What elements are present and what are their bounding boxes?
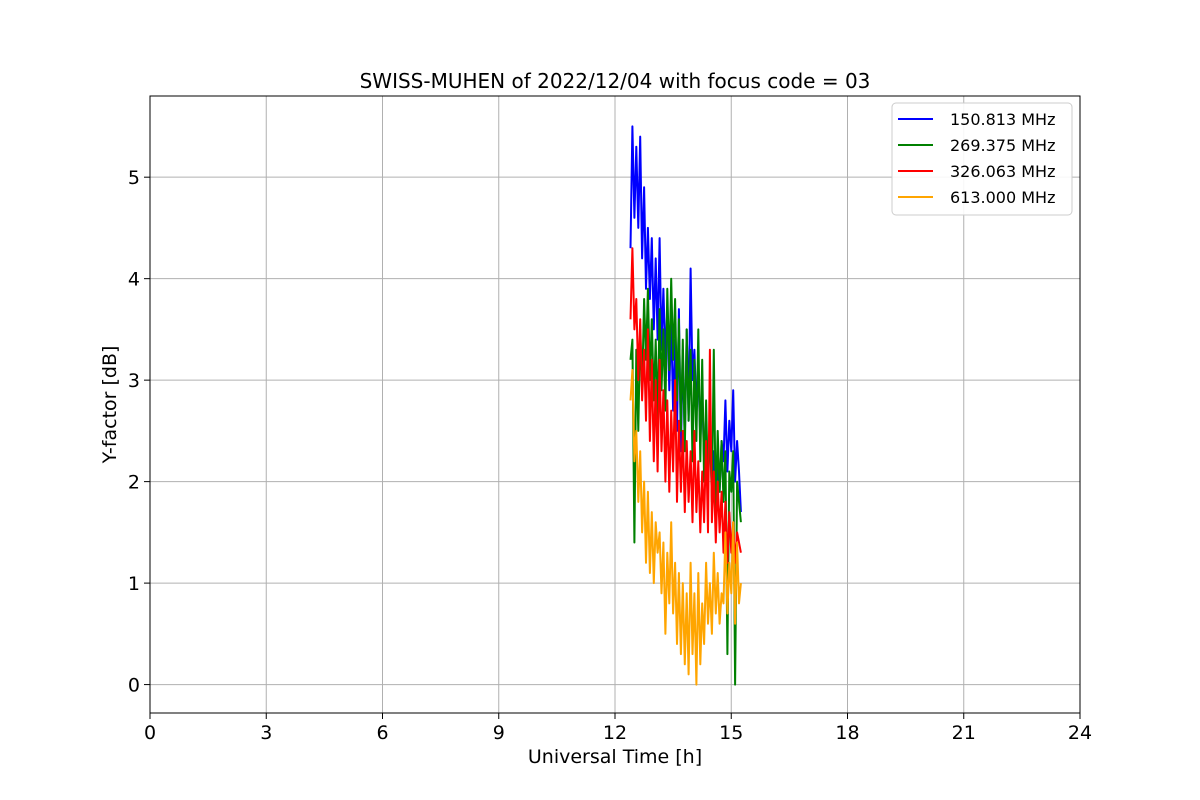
series-line-4 xyxy=(629,369,742,686)
legend: 150.813 MHz 269.375 MHz 326.063 MHz 613.000… xyxy=(891,102,1073,216)
x-tick-label: 9 xyxy=(493,722,505,744)
x-tick-label: 0 xyxy=(144,722,156,744)
y-tick-label: 1 xyxy=(128,573,140,595)
legend-label: 613.000 MHz xyxy=(950,188,1055,207)
x-tick-label: 15 xyxy=(719,722,743,744)
chart-title: SWISS-MUHEN of 2022/12/04 with focus cod… xyxy=(360,69,871,93)
y-tick-label: 4 xyxy=(128,269,140,291)
series-lines xyxy=(629,125,742,686)
x-tick-label: 24 xyxy=(1068,722,1092,744)
y-tick-label: 2 xyxy=(128,472,140,494)
legend-label: 326.063 MHz xyxy=(950,162,1055,181)
x-tick-label: 12 xyxy=(603,722,627,744)
x-tick-label: 18 xyxy=(835,722,859,744)
x-tick-label: 21 xyxy=(952,722,976,744)
x-tick-label: 6 xyxy=(376,722,388,744)
y-tick-label: 0 xyxy=(128,675,140,697)
x-axis-label: Universal Time [h] xyxy=(528,746,702,768)
y-tick-label: 5 xyxy=(128,167,140,189)
series-line-3 xyxy=(629,247,742,564)
legend-label: 269.375 MHz xyxy=(950,136,1055,155)
legend-label: 150.813 MHz xyxy=(950,110,1055,129)
x-tick-label: 3 xyxy=(260,722,272,744)
y-axis-label: Y-factor [dB] xyxy=(99,346,121,465)
legend-frame xyxy=(891,102,1073,216)
y-tick-label: 3 xyxy=(128,370,140,392)
